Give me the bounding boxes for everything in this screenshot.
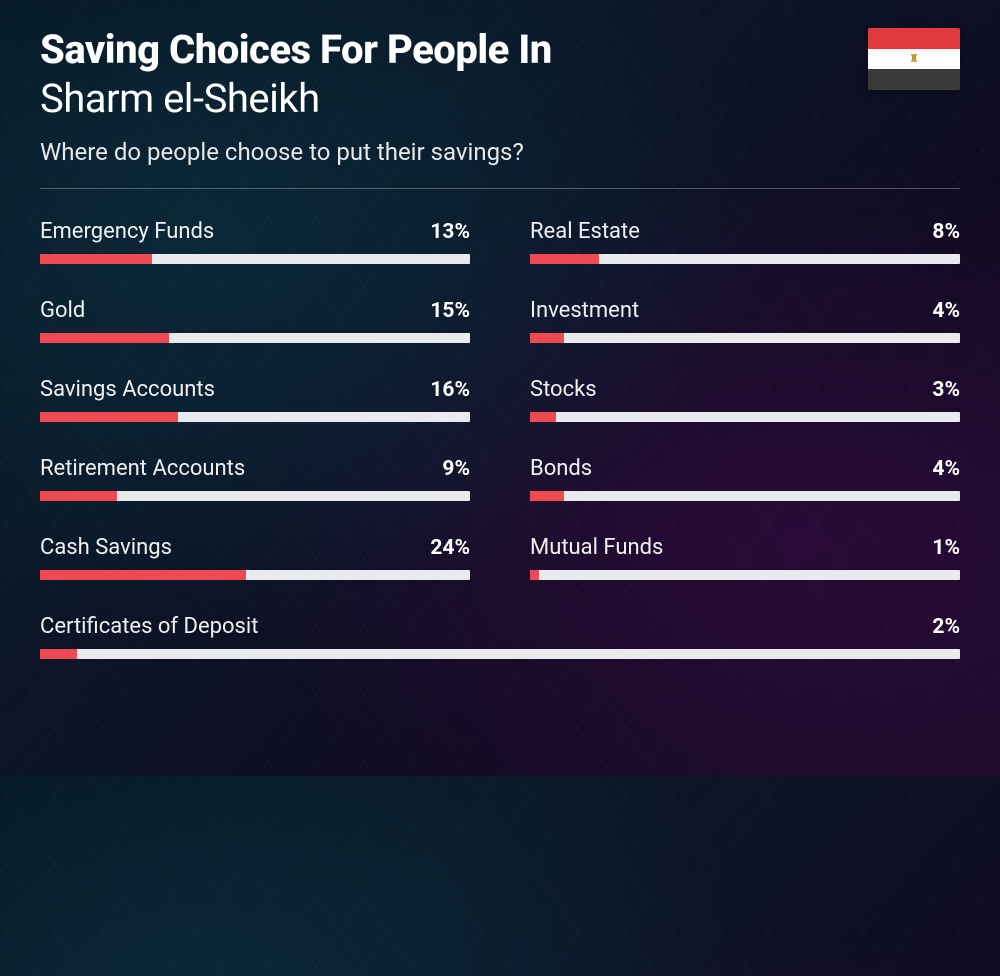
bar-item-head: Bonds 4%	[530, 456, 960, 481]
bar-fill	[40, 333, 169, 343]
bar-item-label: Emergency Funds	[40, 219, 214, 244]
flag-egypt: ♜	[868, 28, 960, 90]
bar-item-label: Gold	[40, 298, 85, 323]
bar-track	[40, 570, 470, 580]
bar-track	[530, 570, 960, 580]
bar-item: Gold 15%	[40, 298, 470, 343]
title-line1: Saving Choices For People In	[40, 28, 960, 72]
bar-item-label: Real Estate	[530, 219, 640, 244]
bar-track	[40, 333, 470, 343]
flag-emblem-icon: ♜	[910, 54, 919, 65]
flag-stripe-top	[868, 28, 960, 49]
bar-item-label: Bonds	[530, 456, 592, 481]
bar-item: Cash Savings 24%	[40, 535, 470, 580]
bar-item: Mutual Funds 1%	[530, 535, 960, 580]
bar-item-value: 1%	[932, 536, 960, 560]
bar-fill	[40, 570, 246, 580]
bar-item-label: Stocks	[530, 377, 597, 402]
bar-track	[530, 333, 960, 343]
bar-item-label: Certificates of Deposit	[40, 614, 258, 639]
bar-fill	[530, 412, 556, 422]
divider	[40, 188, 960, 189]
bar-item-value: 8%	[932, 220, 960, 244]
bar-item-value: 24%	[430, 536, 470, 560]
bar-item: Real Estate 8%	[530, 219, 960, 264]
bar-item: Savings Accounts 16%	[40, 377, 470, 422]
bar-item-value: 13%	[430, 220, 470, 244]
bar-item-label: Cash Savings	[40, 535, 172, 560]
bar-item-value: 3%	[932, 378, 960, 402]
title-line2: Sharm el-Sheikh	[40, 74, 960, 124]
bar-item-head: Mutual Funds 1%	[530, 535, 960, 560]
bar-fill	[40, 491, 117, 501]
bar-item-label: Savings Accounts	[40, 377, 215, 402]
bar-fill	[40, 649, 77, 659]
bar-item-head: Cash Savings 24%	[40, 535, 470, 560]
bar-item-value: 16%	[430, 378, 470, 402]
bar-fill	[40, 412, 178, 422]
bar-item-head: Savings Accounts 16%	[40, 377, 470, 402]
bar-fill	[530, 570, 539, 580]
bar-track	[530, 412, 960, 422]
bar-item: Emergency Funds 13%	[40, 219, 470, 264]
bar-item-value: 15%	[430, 299, 470, 323]
bar-item-label: Retirement Accounts	[40, 456, 245, 481]
bar-item-head: Investment 4%	[530, 298, 960, 323]
bar-item-value: 4%	[932, 299, 960, 323]
bar-item: Investment 4%	[530, 298, 960, 343]
bar-item-head: Gold 15%	[40, 298, 470, 323]
bar-item-head: Certificates of Deposit 2%	[40, 614, 960, 639]
bar-item-label: Mutual Funds	[530, 535, 663, 560]
bar-item-head: Retirement Accounts 9%	[40, 456, 470, 481]
bar-item-head: Real Estate 8%	[530, 219, 960, 244]
bar-fill	[40, 254, 152, 264]
bar-track	[40, 491, 470, 501]
bar-track	[40, 649, 960, 659]
subtitle: Where do people choose to put their savi…	[40, 138, 960, 166]
bar-item: Retirement Accounts 9%	[40, 456, 470, 501]
bar-item-head: Emergency Funds 13%	[40, 219, 470, 244]
bar-track	[40, 412, 470, 422]
bar-item: Bonds 4%	[530, 456, 960, 501]
bar-track	[530, 491, 960, 501]
bar-track	[40, 254, 470, 264]
bar-item-value: 2%	[932, 615, 960, 639]
header: Saving Choices For People In Sharm el-Sh…	[40, 28, 960, 166]
bar-fill	[530, 333, 564, 343]
bar-item-value: 4%	[932, 457, 960, 481]
bar-item-head: Stocks 3%	[530, 377, 960, 402]
bar-fill	[530, 254, 599, 264]
bar-item-value: 9%	[442, 457, 470, 481]
flag-stripe-bottom	[868, 69, 960, 90]
bar-fill	[530, 491, 564, 501]
bar-item: Stocks 3%	[530, 377, 960, 422]
bar-track	[530, 254, 960, 264]
bar-item-label: Investment	[530, 298, 639, 323]
bar-chart-grid: Emergency Funds 13% Real Estate 8% Gold 15% In…	[40, 219, 960, 659]
bar-item: Certificates of Deposit 2%	[40, 614, 960, 659]
